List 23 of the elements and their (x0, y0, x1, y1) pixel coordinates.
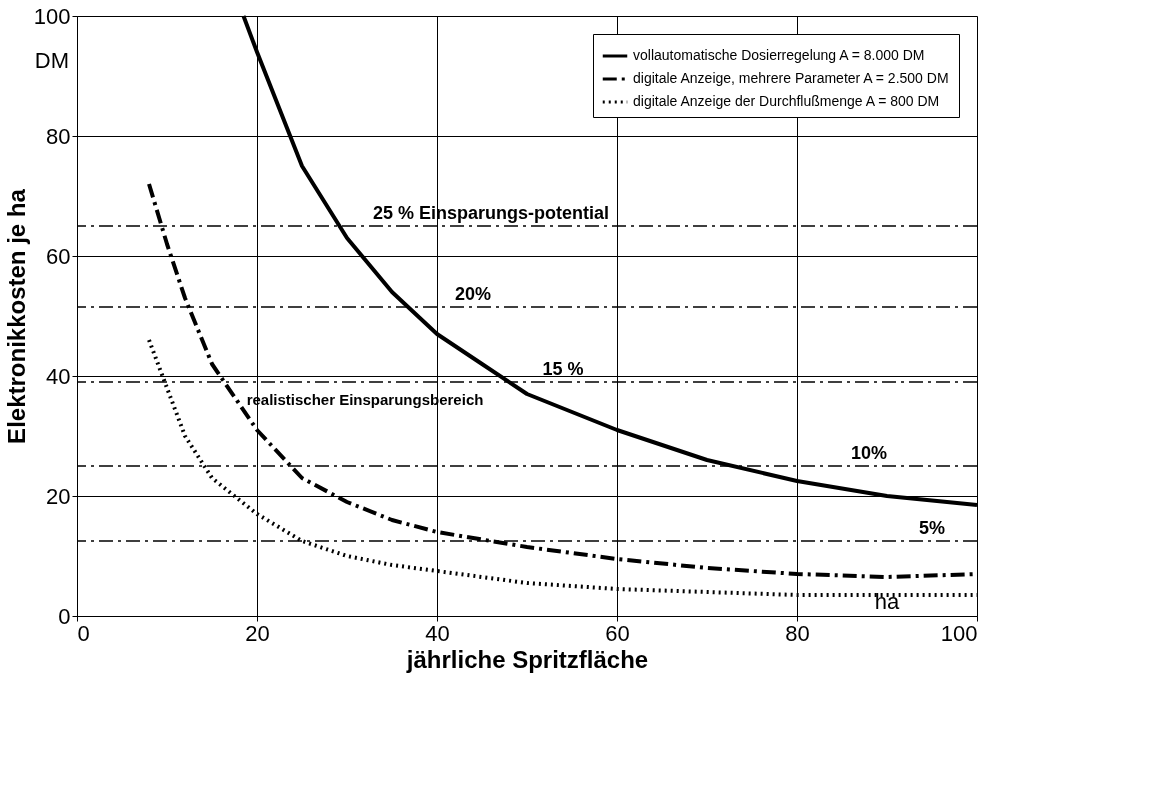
y-tick-label: 80 (46, 123, 71, 149)
x-tick-label: 0 (77, 620, 90, 646)
annotation: 15 % (542, 359, 584, 379)
y-tick-label: 0 (58, 603, 71, 629)
y-tick-label: 40 (46, 363, 71, 389)
x-tick-label: 60 (605, 620, 630, 646)
text: DM (34, 48, 69, 73)
x-tick-label: 100 (940, 620, 978, 646)
y-tick-label: 20 (46, 483, 71, 509)
annotation: 20% (454, 284, 492, 304)
y-tick-label: 100 (33, 3, 71, 29)
x-axis-title: jährliche Spritzfläche (405, 645, 649, 673)
legend-label: digitale Anzeige der Durchflußmenge A = 800 DM (633, 93, 940, 109)
annotation: ha (874, 589, 900, 614)
legend-label: digitale Anzeige, mehrere Parameter A = 2.500 DM (633, 70, 949, 86)
annotation: 5% (918, 518, 946, 538)
y-axis-title: Elektronikkosten je ha (2, 188, 30, 444)
x-tick-label: 80 (785, 620, 810, 646)
x-tick-label: 40 (425, 620, 450, 646)
y-tick-label: 60 (46, 243, 71, 269)
annotation: 10% (850, 443, 888, 463)
x-tick-label: 20 (245, 620, 270, 646)
legend-label: vollautomatische Dosierregelung A = 8.000 DM (633, 47, 925, 63)
